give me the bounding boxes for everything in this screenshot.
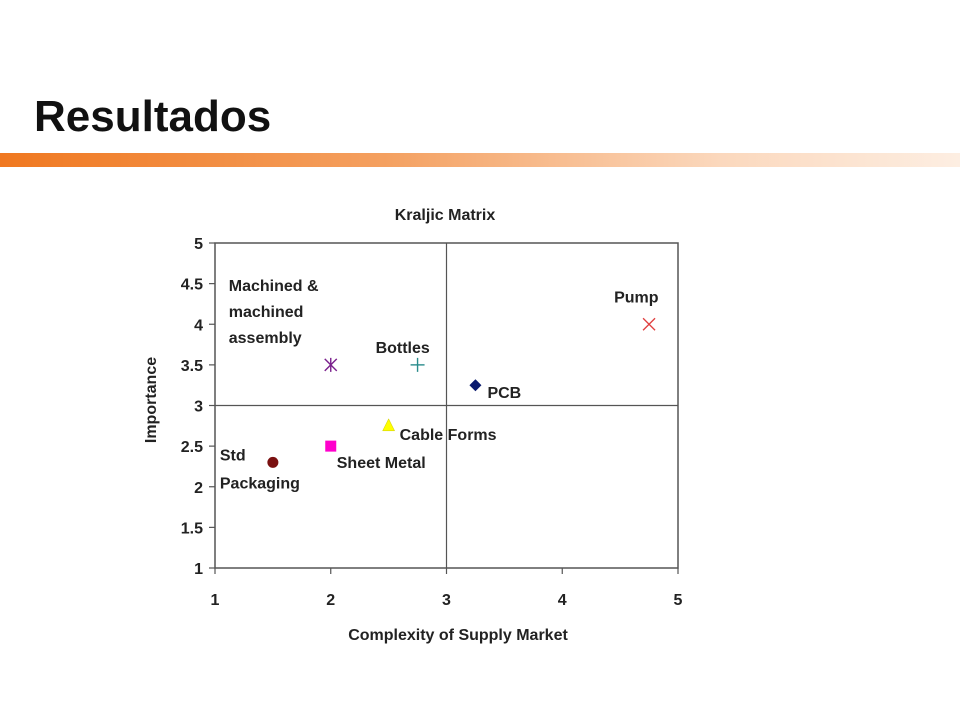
- y-tick-label: 4: [194, 317, 203, 334]
- slide-title: Resultados: [34, 92, 272, 141]
- point-label: Std: [220, 447, 246, 464]
- point-pcb: [469, 379, 482, 392]
- y-tick-label: 3: [194, 399, 203, 416]
- point-pump: [642, 317, 656, 331]
- x-tick-label: 3: [442, 592, 451, 609]
- y-tick-label: 4.5: [181, 277, 203, 294]
- y-tick-label: 2.5: [181, 439, 203, 456]
- x-tick-label: 5: [674, 592, 683, 609]
- y-tick-label: 1.5: [181, 520, 203, 537]
- x-tick-label: 2: [326, 592, 335, 609]
- point-bottles: [410, 357, 425, 372]
- point-label: assembly: [229, 330, 302, 347]
- point-label: Sheet Metal: [337, 455, 426, 472]
- point-label: machined: [229, 304, 304, 321]
- point-cable-forms: [382, 418, 396, 432]
- x-axis-label: Complexity of Supply Market: [348, 627, 568, 644]
- x-tick-label: 1: [211, 592, 220, 609]
- point-label: PCB: [487, 385, 521, 402]
- chart-title: Kraljic Matrix: [395, 207, 496, 224]
- point-label: Cable Forms: [400, 427, 497, 444]
- y-tick-label: 2: [194, 480, 203, 497]
- point-label: Packaging: [220, 475, 300, 492]
- y-axis-label: Importance: [143, 357, 160, 443]
- point-machined-machined-assembly: [324, 357, 338, 372]
- y-tick-label: 5: [194, 236, 203, 253]
- y-tick-label: 1: [194, 561, 203, 578]
- point-sheet-metal: [325, 440, 337, 452]
- x-tick-label: 4: [558, 592, 567, 609]
- point-label: Bottles: [376, 340, 430, 357]
- y-tick-label: 3.5: [181, 358, 203, 375]
- point-std-packaging: [267, 456, 279, 468]
- point-label: Machined &: [229, 278, 319, 295]
- title-accent-bar: [0, 153, 960, 167]
- point-label: Pump: [614, 289, 659, 306]
